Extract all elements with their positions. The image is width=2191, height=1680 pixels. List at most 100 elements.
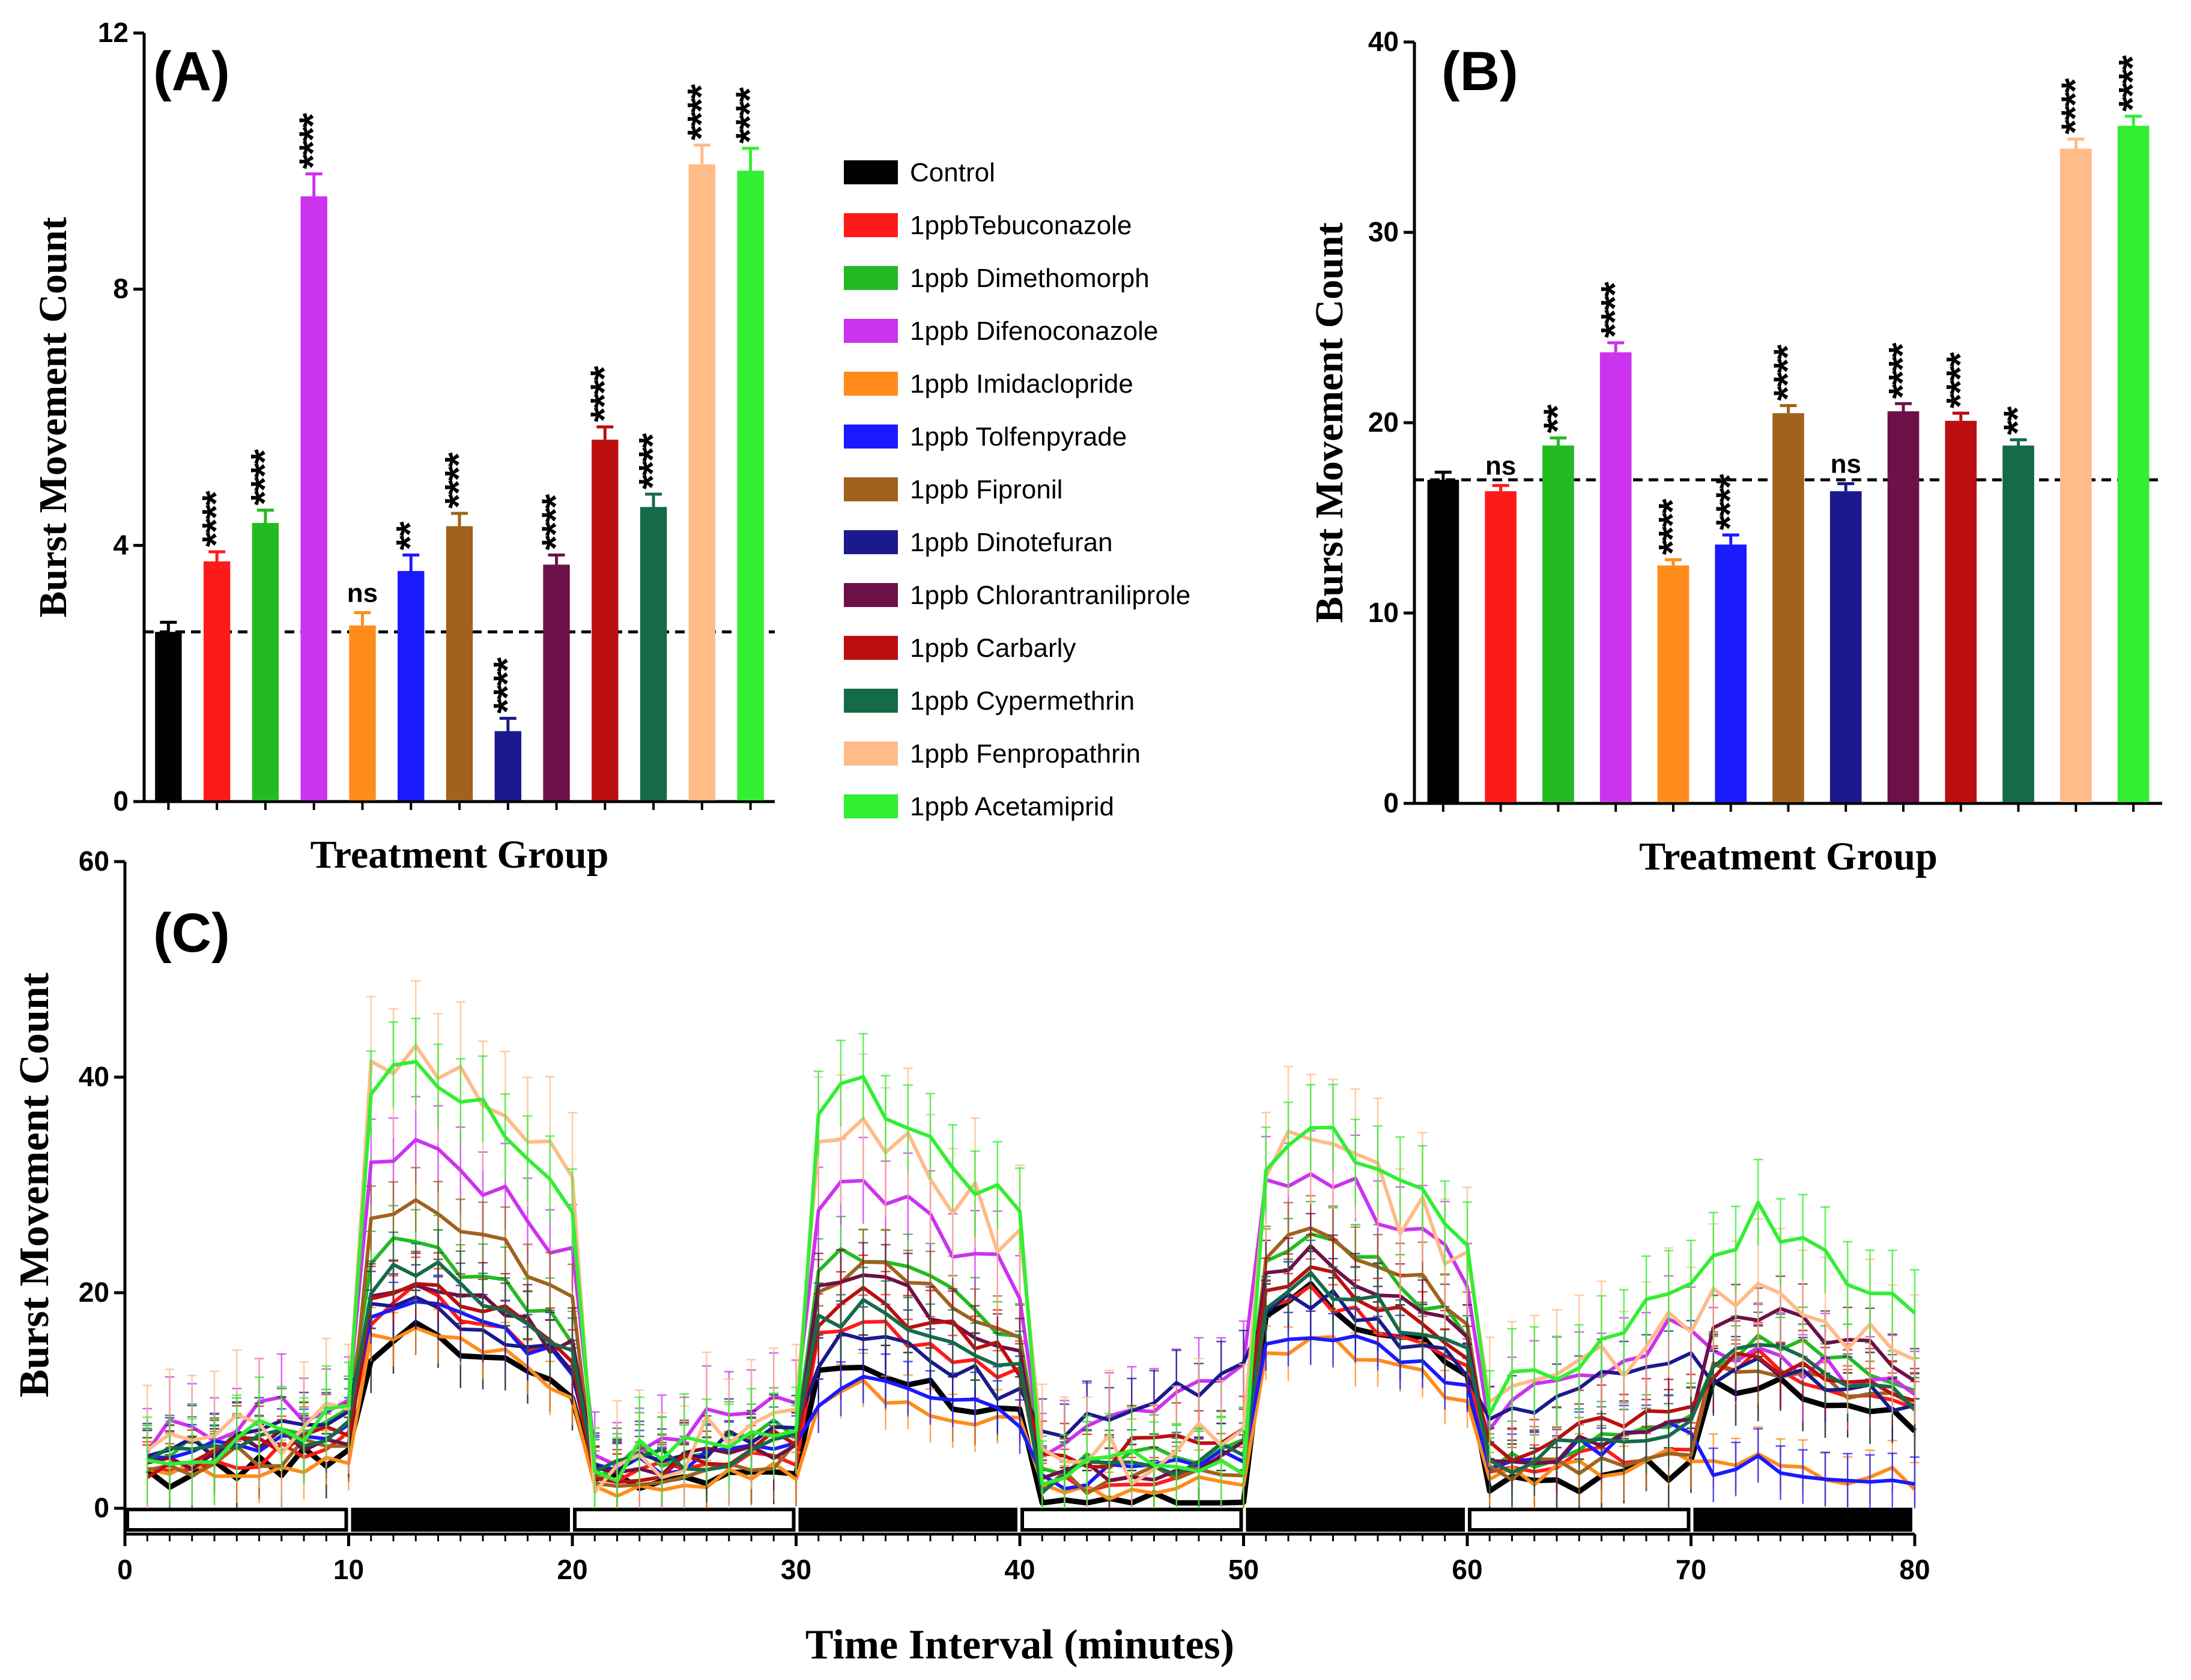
y-tick-label: 0: [1383, 787, 1399, 818]
significance-label: ****: [1938, 352, 1981, 408]
y-axis-title: Burst Movement Count: [1308, 222, 1351, 623]
bar: [2060, 148, 2092, 803]
y-tick-label: 40: [79, 1061, 109, 1092]
bar: [1772, 413, 1804, 803]
bar: [640, 507, 667, 802]
bar: [203, 561, 231, 802]
x-axis-title: Treatment Group: [1639, 835, 1938, 878]
y-tick-label: 0: [113, 785, 129, 817]
significance-label: ****: [534, 494, 577, 551]
significance-label: ****: [243, 449, 286, 506]
bar: [688, 164, 716, 802]
x-tick-label: 20: [557, 1554, 587, 1585]
series-line: [145, 1138, 1916, 1468]
series-line: [146, 1260, 1917, 1494]
legend-label: 1ppbTebuconazole: [910, 211, 1132, 240]
y-tick-label: 4: [113, 529, 129, 560]
significance-label: ****: [1593, 282, 1636, 338]
series-line: [146, 1265, 1915, 1484]
legend-label: 1ppb Imidaclopride: [910, 369, 1133, 399]
bar: [1715, 544, 1747, 803]
y-tick-label: 20: [79, 1277, 109, 1308]
legend-swatch: [844, 583, 898, 607]
significance-label: ****: [485, 657, 529, 714]
legend-label: 1ppb Difenoconazole: [910, 316, 1158, 346]
significance-label: **: [1535, 404, 1578, 433]
y-axis-title: Burst Movement Count: [11, 973, 58, 1398]
y-tick-label: 0: [94, 1492, 109, 1523]
legend-swatch: [844, 742, 898, 766]
bar: [1945, 420, 1977, 803]
y-tick-label: 8: [113, 273, 129, 304]
y-tick-label: 12: [98, 17, 129, 48]
y-tick-label: 60: [79, 845, 109, 877]
light-phase-bar: [573, 1508, 796, 1532]
x-tick-label: 50: [1228, 1554, 1259, 1585]
bar: [1485, 491, 1517, 803]
bar: [543, 564, 570, 802]
legend-label: 1ppb Dinotefuran: [910, 528, 1113, 557]
bar: [300, 196, 327, 802]
x-tick-label: 40: [1004, 1554, 1035, 1585]
bar: [349, 625, 376, 802]
legend-label: 1ppb Cypermethrin: [910, 686, 1135, 716]
significance-label: ****: [2111, 55, 2154, 112]
legend-label: 1ppb Tolfenpyrade: [910, 422, 1127, 452]
legend-swatch: [844, 266, 898, 290]
legend-swatch: [844, 372, 898, 396]
significance-label: ****: [1766, 345, 1809, 401]
bar: [446, 526, 473, 802]
legend-label: 1ppb Fipronil: [910, 475, 1062, 504]
bar: [737, 171, 764, 802]
legend-label: 1ppb Dimethomorph: [910, 264, 1150, 293]
significance-label: ****: [582, 366, 625, 422]
legend: Control 1ppbTebuconazole 1ppb Dimethomorph…: [844, 158, 1190, 821]
bar: [155, 632, 182, 802]
legend-label: 1ppb Carbarly: [910, 633, 1076, 663]
legend-swatch: [844, 319, 898, 343]
significance-label: ****: [1650, 499, 1694, 555]
significance-label: ns: [1485, 452, 1516, 481]
legend-swatch: [844, 794, 898, 818]
panel-b-label: (B): [1441, 41, 1518, 102]
legend-swatch: [844, 213, 898, 237]
x-tick-label: 0: [117, 1554, 133, 1585]
significance-label: **: [1996, 406, 2039, 435]
significance-label: ns: [347, 578, 378, 608]
x-axis-title: Time Interval (minutes): [805, 1622, 1234, 1668]
bar: [252, 523, 279, 802]
series-line: [147, 1060, 1916, 1486]
significance-label: ****: [194, 491, 237, 547]
light-phase-bar: [1468, 1508, 1691, 1532]
bar: [1542, 446, 1574, 803]
bar: [1829, 491, 1862, 803]
legend-label: 1ppb Acetamiprid: [910, 792, 1114, 821]
dark-phase-bar: [1246, 1508, 1465, 1532]
legend-swatch: [844, 689, 898, 713]
x-tick-label: 10: [333, 1554, 364, 1585]
significance-label: ****: [1880, 343, 1924, 399]
bar: [1427, 480, 1459, 803]
x-tick-label: 30: [781, 1554, 811, 1585]
bar: [592, 440, 619, 802]
significance-label: **: [388, 521, 431, 550]
legend-swatch: [844, 160, 898, 184]
significance-label: ****: [1708, 474, 1751, 530]
bar: [1657, 565, 1689, 803]
significance-label: ****: [631, 433, 674, 489]
legend-label: Control: [910, 158, 995, 187]
significance-label: ns: [1831, 449, 1861, 479]
bar: [1887, 411, 1920, 803]
dark-phase-bar: [1693, 1508, 1912, 1532]
panel-c-line-chart: 0 20 40 60 0 10 20 30 40 50 60 70 80 Time Interval (m…: [11, 845, 1930, 1668]
panel-a-label: (A): [153, 41, 230, 102]
y-axis-title: Burst Movement Count: [31, 217, 75, 617]
y-tick-label: 30: [1368, 216, 1399, 247]
x-tick-label: 70: [1676, 1554, 1706, 1585]
bar: [1599, 352, 1632, 803]
panel-a-bar-chart: 04812************ns*********************…: [31, 17, 775, 877]
bar: [2002, 446, 2034, 803]
light-phase-bar: [126, 1508, 348, 1532]
